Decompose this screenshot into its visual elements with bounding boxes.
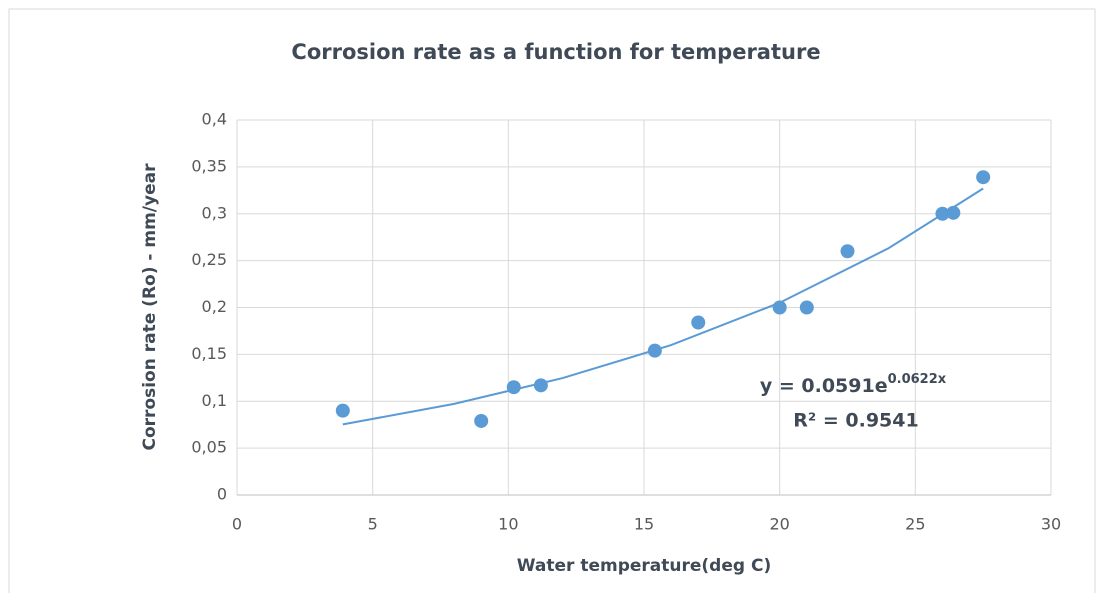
x-tick-label: 30 <box>1041 515 1061 534</box>
y-tick-label: 0,1 <box>202 391 227 410</box>
y-tick-label: 0,25 <box>191 250 227 269</box>
equation-exponent: 0.0622x <box>888 372 947 387</box>
y-tick-label: 0,15 <box>191 344 227 363</box>
data-point <box>799 300 814 315</box>
y-tick-label: 0,2 <box>202 297 227 316</box>
x-tick-label: 5 <box>368 515 378 534</box>
data-point <box>691 315 706 330</box>
x-tick-label: 10 <box>498 515 518 534</box>
data-point <box>946 205 961 220</box>
y-tick-label: 0,35 <box>191 156 227 175</box>
x-tick-label: 25 <box>905 515 925 534</box>
x-tick-label: 20 <box>769 515 789 534</box>
x-tick-label: 15 <box>634 515 654 534</box>
data-point <box>506 380 521 395</box>
x-tick-label: 0 <box>232 515 242 534</box>
trend-equation: y = 0.0591e0.0622x <box>760 372 947 397</box>
chart-frame <box>8 8 1096 593</box>
chart-title: Corrosion rate as a function for tempera… <box>291 40 820 64</box>
data-point <box>474 413 489 428</box>
data-point <box>533 378 548 393</box>
y-axis-title: Corrosion rate (Ro) - mm/year <box>140 163 160 451</box>
data-point <box>647 343 662 358</box>
y-tick-label: 0 <box>217 485 227 504</box>
data-point <box>935 206 950 221</box>
equation-base: y = 0.0591e <box>760 375 888 397</box>
y-tick-label: 0,05 <box>191 438 227 457</box>
data-point <box>335 403 350 418</box>
r-squared: R² = 0.9541 <box>793 410 918 432</box>
data-point <box>772 300 787 315</box>
data-point <box>840 244 855 259</box>
y-tick-label: 0,3 <box>202 203 227 222</box>
trendline <box>342 187 984 426</box>
x-axis-title: Water temperature(deg C) <box>517 556 771 576</box>
grid: 0 0,05 0,1 0,15 0,2 0,25 0,3 0,35 0,4 0 5 10 15 20 25 3… <box>191 110 1061 534</box>
marks <box>335 170 991 428</box>
data-point <box>976 170 991 185</box>
y-tick-label: 0,4 <box>202 110 227 129</box>
